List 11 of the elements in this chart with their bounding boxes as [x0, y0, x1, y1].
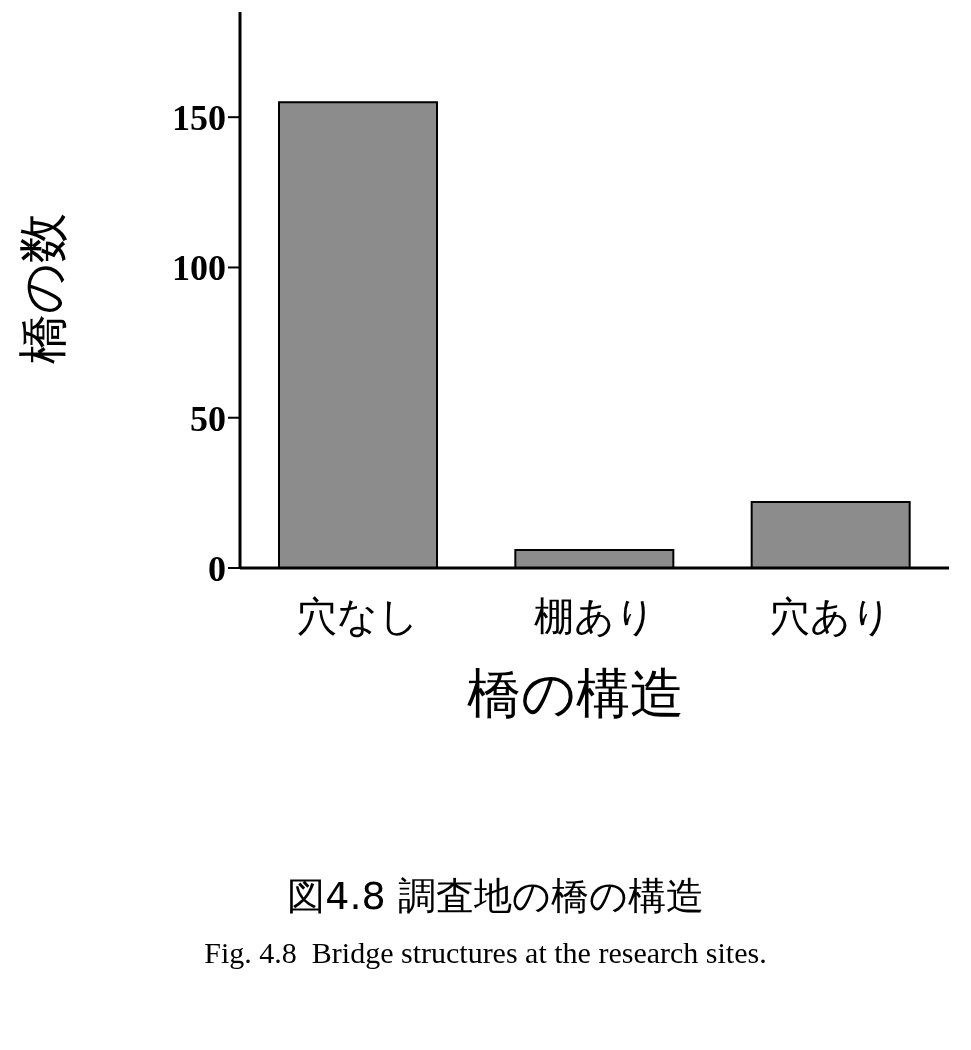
y-tick-label: 150	[172, 97, 226, 138]
y-tick-label: 50	[190, 398, 226, 439]
x-tick-label: 穴あり	[769, 593, 892, 640]
x-tick-label: 棚あり	[533, 593, 656, 640]
x-tick-label: 穴なし	[297, 593, 420, 640]
y-tick-label: 0	[208, 548, 226, 589]
y-tick-label: 100	[172, 248, 226, 289]
text: 図4.8 調査地の橋の構造	[286, 873, 705, 920]
caption: Fig. 4.8 Bridge structures at the research sites.	[203, 936, 768, 970]
y-axis-title: 橋の数	[12, 212, 73, 364]
x-axis-title: 橋の構造	[466, 661, 685, 727]
